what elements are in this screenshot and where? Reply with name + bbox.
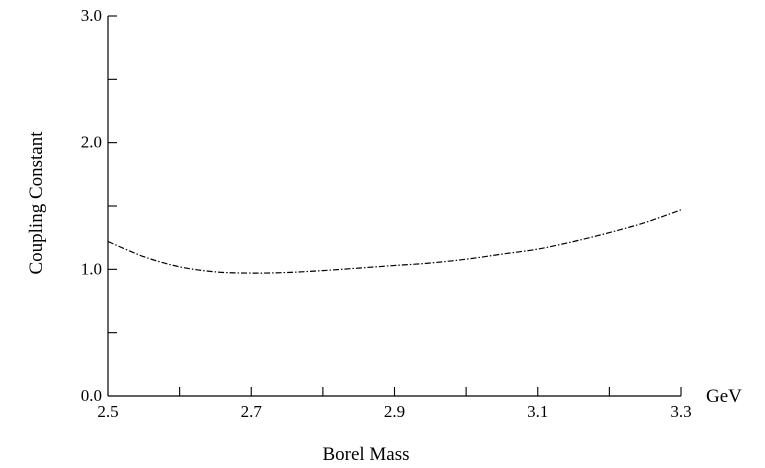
x-tick-label: 2.5 <box>97 402 118 421</box>
series-layer <box>107 209 682 274</box>
y-axis-title: Coupling Constant <box>26 131 47 275</box>
x-axis-unit-label: GeV <box>706 386 742 407</box>
x-ticks: 2.5 2.7 2.9 3.1 3.3 <box>97 387 692 421</box>
x-tick-label: 2.9 <box>384 402 405 421</box>
coupling-constant-curve <box>107 209 682 274</box>
y-tick-label: 2.0 <box>81 133 102 152</box>
x-tick-label: 3.3 <box>670 402 691 421</box>
axes <box>107 16 681 397</box>
y-tick-label: 3.0 <box>81 6 102 25</box>
y-ticks: 0.0 1.0 2.0 3.0 <box>81 6 117 405</box>
x-tick-label: 2.7 <box>241 402 263 421</box>
x-axis-title: Borel Mass <box>322 444 409 465</box>
y-tick-label: 1.0 <box>81 259 102 278</box>
x-tick-label: 3.1 <box>527 402 548 421</box>
y-tick-label: 0.0 <box>81 386 102 405</box>
